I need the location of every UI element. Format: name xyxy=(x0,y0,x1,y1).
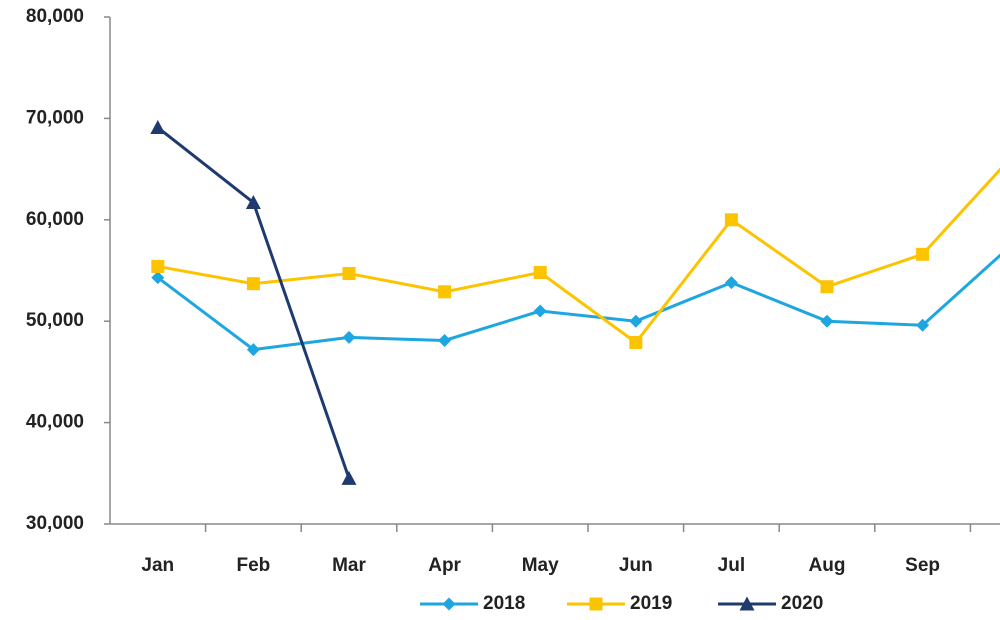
marker xyxy=(150,120,166,135)
marker xyxy=(739,596,755,611)
y-tick-label: 80,000 xyxy=(26,6,84,27)
y-tick-label: 40,000 xyxy=(26,412,84,433)
marker xyxy=(916,318,930,332)
x-tick-label: Feb xyxy=(237,555,271,576)
marker xyxy=(533,304,547,318)
y-tick-label: 30,000 xyxy=(26,513,84,534)
y-tick-label: 50,000 xyxy=(26,310,84,331)
legend-label: 2020 xyxy=(781,593,823,614)
marker xyxy=(438,333,452,347)
marker xyxy=(533,266,547,280)
marker xyxy=(151,271,165,285)
marker xyxy=(151,259,165,273)
marker xyxy=(245,195,261,210)
marker xyxy=(820,280,834,294)
marker xyxy=(442,597,456,611)
x-tick-label: Aug xyxy=(809,555,846,576)
marker xyxy=(724,276,738,290)
marker xyxy=(629,335,643,349)
marker xyxy=(438,285,452,299)
marker xyxy=(589,597,603,611)
y-tick-label: 70,000 xyxy=(26,107,84,128)
x-tick-label: Mar xyxy=(332,555,366,576)
series-line xyxy=(156,126,351,479)
marker xyxy=(341,470,357,485)
x-tick-label: Jun xyxy=(619,555,653,576)
x-tick-label: Sep xyxy=(905,555,940,576)
marker xyxy=(246,277,260,291)
x-tick-label: Jan xyxy=(141,555,174,576)
marker xyxy=(342,267,356,281)
marker xyxy=(342,330,356,344)
series-line xyxy=(157,167,1000,345)
marker xyxy=(246,343,260,357)
marker xyxy=(916,247,930,261)
legend-label: 2019 xyxy=(630,593,672,614)
x-tick-label: May xyxy=(522,555,559,576)
marker xyxy=(820,314,834,328)
y-tick-label: 60,000 xyxy=(26,209,84,230)
legend-label: 2018 xyxy=(483,593,525,614)
marker xyxy=(724,213,738,227)
marker xyxy=(629,314,643,328)
x-tick-label: Jul xyxy=(718,555,745,576)
x-tick-label: Apr xyxy=(428,555,461,576)
